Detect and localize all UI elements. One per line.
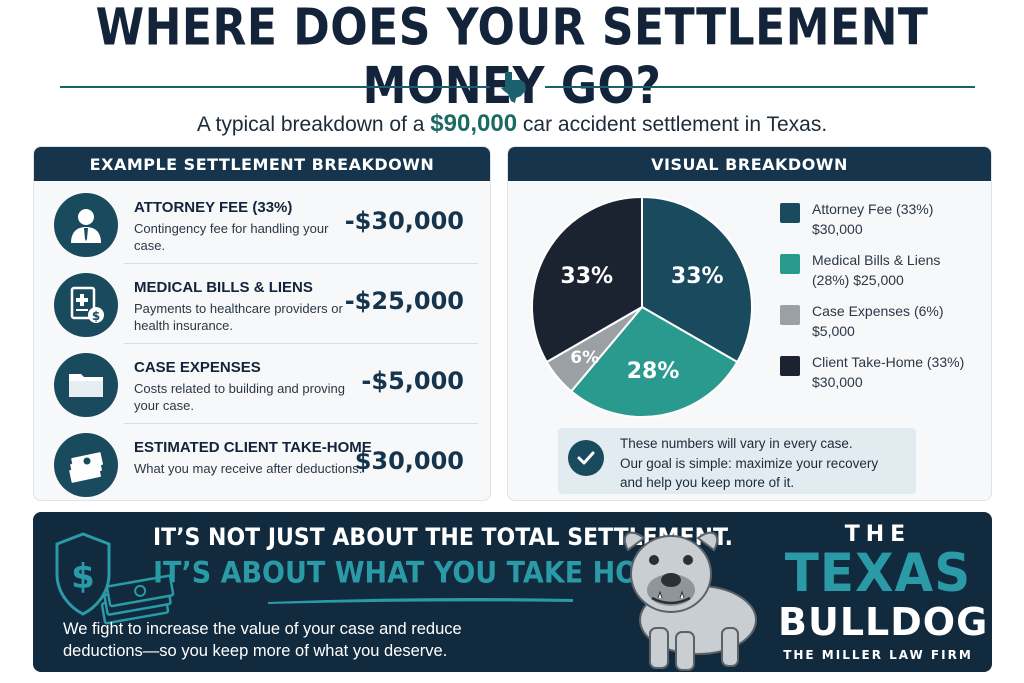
logo-the: THE bbox=[844, 522, 912, 547]
pie-slice-label-1: 28% bbox=[627, 359, 680, 384]
banner-body: We fight to increase the value of your c… bbox=[63, 620, 462, 661]
logo-texas: TEXAS bbox=[784, 542, 972, 604]
brush-underline bbox=[268, 598, 573, 604]
medical-bill-icon: $ bbox=[54, 273, 118, 337]
check-icon bbox=[568, 440, 604, 476]
row-divider bbox=[124, 263, 478, 264]
banner-subheadline: IT’S ABOUT WHAT YOU TAKE HOME. bbox=[153, 556, 694, 591]
breakdown-row-attorney: ATTORNEY FEE (33%) Contingency fee for h… bbox=[46, 185, 480, 265]
visual-heading: VISUAL BREAKDOWN bbox=[508, 147, 991, 181]
legend-label: Medical Bills & Liens (28%) $25,000 bbox=[812, 252, 941, 288]
shield-money-icon: $ bbox=[55, 532, 175, 625]
texas-map-icon bbox=[501, 72, 526, 103]
breakdown-row-medical: $ MEDICAL BILLS & LIENS Payments to heal… bbox=[46, 265, 480, 345]
cash-icon bbox=[54, 433, 118, 497]
row-amount: -$30,000 bbox=[344, 207, 464, 235]
legend-label: Client Take-Home (33%) $30,000 bbox=[812, 354, 965, 390]
disclaimer-note: These numbers will vary in every case. O… bbox=[558, 428, 916, 494]
svg-text:$: $ bbox=[92, 309, 100, 323]
row-desc: Payments to healthcare providers or heal… bbox=[134, 301, 343, 333]
breakdown-panel: EXAMPLE SETTLEMENT BREAKDOWN ATTORNEY FE… bbox=[33, 146, 491, 501]
legend-swatch bbox=[780, 356, 800, 376]
row-title: MEDICAL BILLS & LIENS bbox=[134, 279, 313, 296]
folder-icon bbox=[54, 353, 118, 417]
breakdown-row-takehome: ESTIMATED CLIENT TAKE-HOME What you may … bbox=[46, 425, 480, 500]
row-desc: What you may receive after deductions. bbox=[134, 461, 363, 476]
logo-bulldog: BULLDOG bbox=[778, 600, 989, 644]
legend-label: Case Expenses (6%) $5,000 bbox=[812, 303, 944, 339]
pie-slice-1 bbox=[569, 305, 739, 418]
pie-slice-label-0: 33% bbox=[671, 264, 724, 289]
pie-slice-3 bbox=[531, 195, 643, 364]
legend-swatch bbox=[780, 305, 800, 325]
breakdown-heading: EXAMPLE SETTLEMENT BREAKDOWN bbox=[34, 147, 490, 181]
row-divider bbox=[124, 343, 478, 344]
settlement-amount: $90,000 bbox=[430, 110, 518, 137]
attorney-icon bbox=[54, 193, 118, 257]
legend-swatch bbox=[780, 254, 800, 274]
row-title: ATTORNEY FEE (33%) bbox=[134, 199, 293, 216]
bulldog-illustration bbox=[623, 531, 757, 671]
legend-label: Attorney Fee (33%) $30,000 bbox=[812, 201, 934, 237]
pie-slice-label-2: 6% bbox=[570, 348, 599, 368]
row-desc: Costs related to building and proving yo… bbox=[134, 381, 346, 413]
row-desc: Contingency fee for handling your case. bbox=[134, 221, 329, 253]
promo-banner: $ IT’S NOT JUST ABOUT THE TOTAL SETTLEME… bbox=[33, 512, 992, 672]
pie-chart: 33% 28% 6% 33% bbox=[531, 195, 753, 418]
note-text: These numbers will vary in every case. O… bbox=[620, 436, 879, 491]
row-divider bbox=[124, 423, 478, 424]
page-subtitle: A typical breakdown of a $90,000 car acc… bbox=[196, 110, 828, 137]
title-divider-left bbox=[60, 86, 490, 88]
row-amount: -$25,000 bbox=[344, 287, 464, 315]
svg-text:$: $ bbox=[71, 557, 95, 597]
legend-swatch bbox=[780, 203, 800, 223]
logo-firm-name: THE MILLER LAW FIRM bbox=[783, 648, 973, 662]
title-divider-right bbox=[545, 86, 975, 88]
row-title: CASE EXPENSES bbox=[134, 359, 261, 376]
pie-slice-label-3: 33% bbox=[560, 264, 613, 289]
row-amount: $30,000 bbox=[354, 447, 464, 475]
breakdown-row-expenses: CASE EXPENSES Costs related to building … bbox=[46, 345, 480, 425]
row-title: ESTIMATED CLIENT TAKE-HOME bbox=[134, 439, 372, 456]
row-amount: -$5,000 bbox=[361, 367, 464, 395]
pie-slice-0 bbox=[641, 195, 753, 364]
